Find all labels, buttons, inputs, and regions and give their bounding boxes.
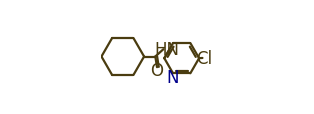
Text: O: O bbox=[151, 62, 164, 80]
Text: Cl: Cl bbox=[197, 49, 213, 67]
Text: N: N bbox=[166, 68, 179, 86]
Text: HN: HN bbox=[154, 40, 179, 58]
